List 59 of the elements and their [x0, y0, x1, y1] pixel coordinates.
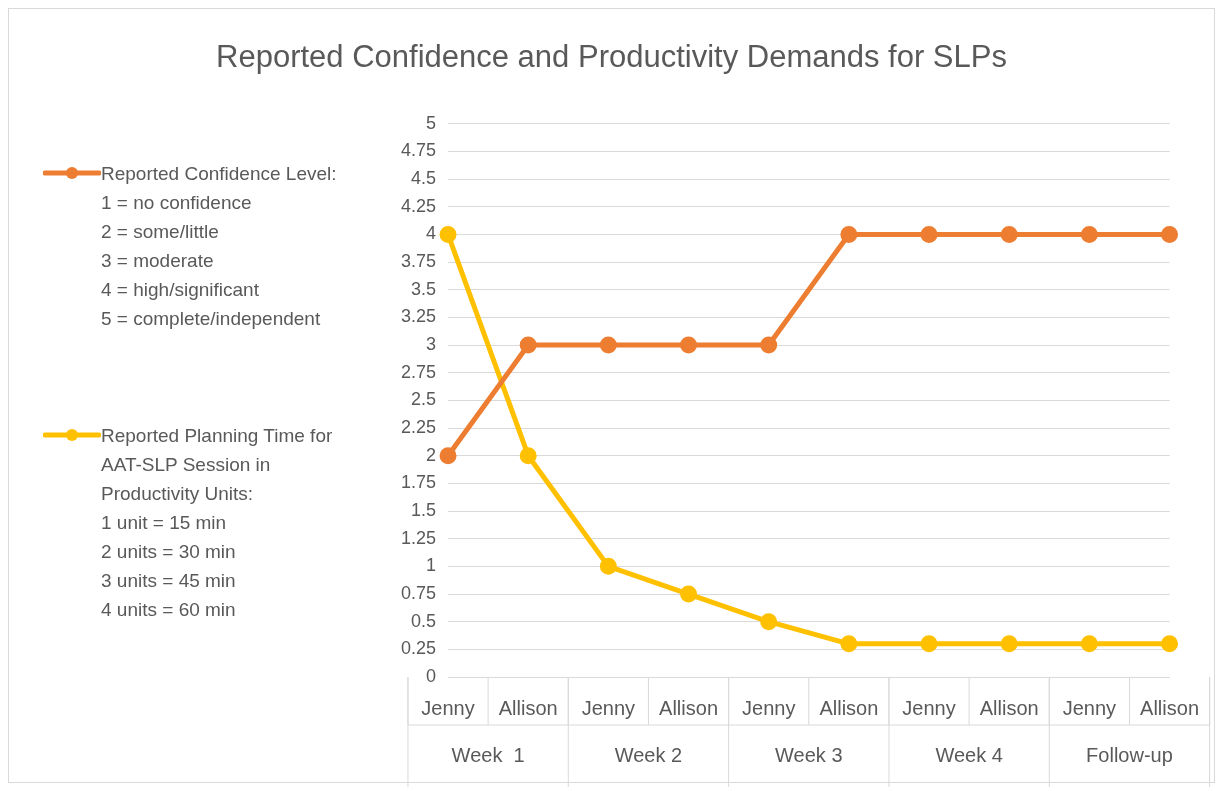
point [680, 336, 698, 354]
point [840, 635, 858, 653]
text: Week 1 [451, 743, 525, 766]
y-tick-label: 2.5 [411, 389, 437, 410]
point [1000, 635, 1018, 653]
point [920, 635, 938, 653]
y-tick-label: 3.5 [411, 278, 437, 299]
x-tick-label: Allison [1140, 696, 1199, 719]
y-tick-label: 2 [426, 444, 437, 465]
y-tick-label: 1.5 [411, 500, 437, 521]
y-tick-label: 3 [426, 334, 437, 355]
point [840, 225, 858, 243]
x-tick-label: Jenny [421, 696, 475, 719]
point [599, 336, 617, 354]
y-tick-label: 2.25 [400, 417, 437, 438]
x-tick-label: Jenny [1062, 696, 1117, 719]
point [1161, 635, 1179, 653]
point [1000, 225, 1018, 243]
point [519, 336, 537, 354]
y-tick-label: 0.75 [400, 582, 437, 603]
point [1080, 635, 1098, 653]
point [519, 447, 537, 465]
x-tick-label: Jenny [742, 696, 796, 719]
y-tick-label: 4.75 [400, 140, 437, 161]
y-tick-label: 1.75 [400, 472, 437, 493]
text: Follow-up [1086, 743, 1173, 766]
point [1161, 225, 1179, 243]
y-tick-label: 4.5 [411, 168, 437, 189]
point [439, 447, 457, 465]
y-tick-label: 0.25 [400, 638, 437, 659]
text: Week 3 [775, 743, 843, 766]
legend-label: Reported Confidence Level: 1 = no confidence 2 = some/little 3 = moderate 4 = high/significant 5 = complete/independent [101, 162, 337, 331]
y-tick-label: 0.5 [411, 610, 437, 631]
x-tick-label: Jenny [902, 696, 956, 719]
y-tick-label: 1.25 [400, 527, 437, 548]
x-tick-label: Allison [659, 696, 718, 719]
x-tick-label: Allison [498, 696, 558, 719]
chart-title: Reported Confidence and Productivity Demands for SLPs [215, 38, 1008, 76]
x-tick-label: Jenny [581, 696, 636, 719]
text: Week 2 [614, 743, 683, 766]
x-tick-label: Allison [819, 696, 879, 719]
point [1080, 225, 1098, 243]
y-tick-label: 4 [426, 223, 437, 244]
y-tick-label: 5 [426, 112, 437, 133]
y-tick-label: 3.75 [400, 251, 437, 272]
point [680, 585, 698, 603]
y-tick-label: 3.25 [400, 306, 437, 327]
text: Week 4 [935, 743, 1003, 766]
y-tick-label: 2.75 [400, 361, 437, 382]
y-tick-label: 4.25 [400, 195, 437, 216]
y-tick-label: 0 [426, 665, 437, 686]
point [920, 225, 938, 243]
point [760, 613, 778, 631]
point [760, 336, 778, 354]
legend-label: Reported Planning Time for AAT-SLP Session in Productivity Units: 1 unit = 15 min 2 units = 30 min 3 units = 45 min 4 units = 60 min [101, 424, 333, 622]
point [439, 225, 457, 243]
point [599, 557, 617, 575]
x-tick-label: Allison [979, 696, 1039, 719]
y-tick-label: 1 [426, 555, 437, 576]
